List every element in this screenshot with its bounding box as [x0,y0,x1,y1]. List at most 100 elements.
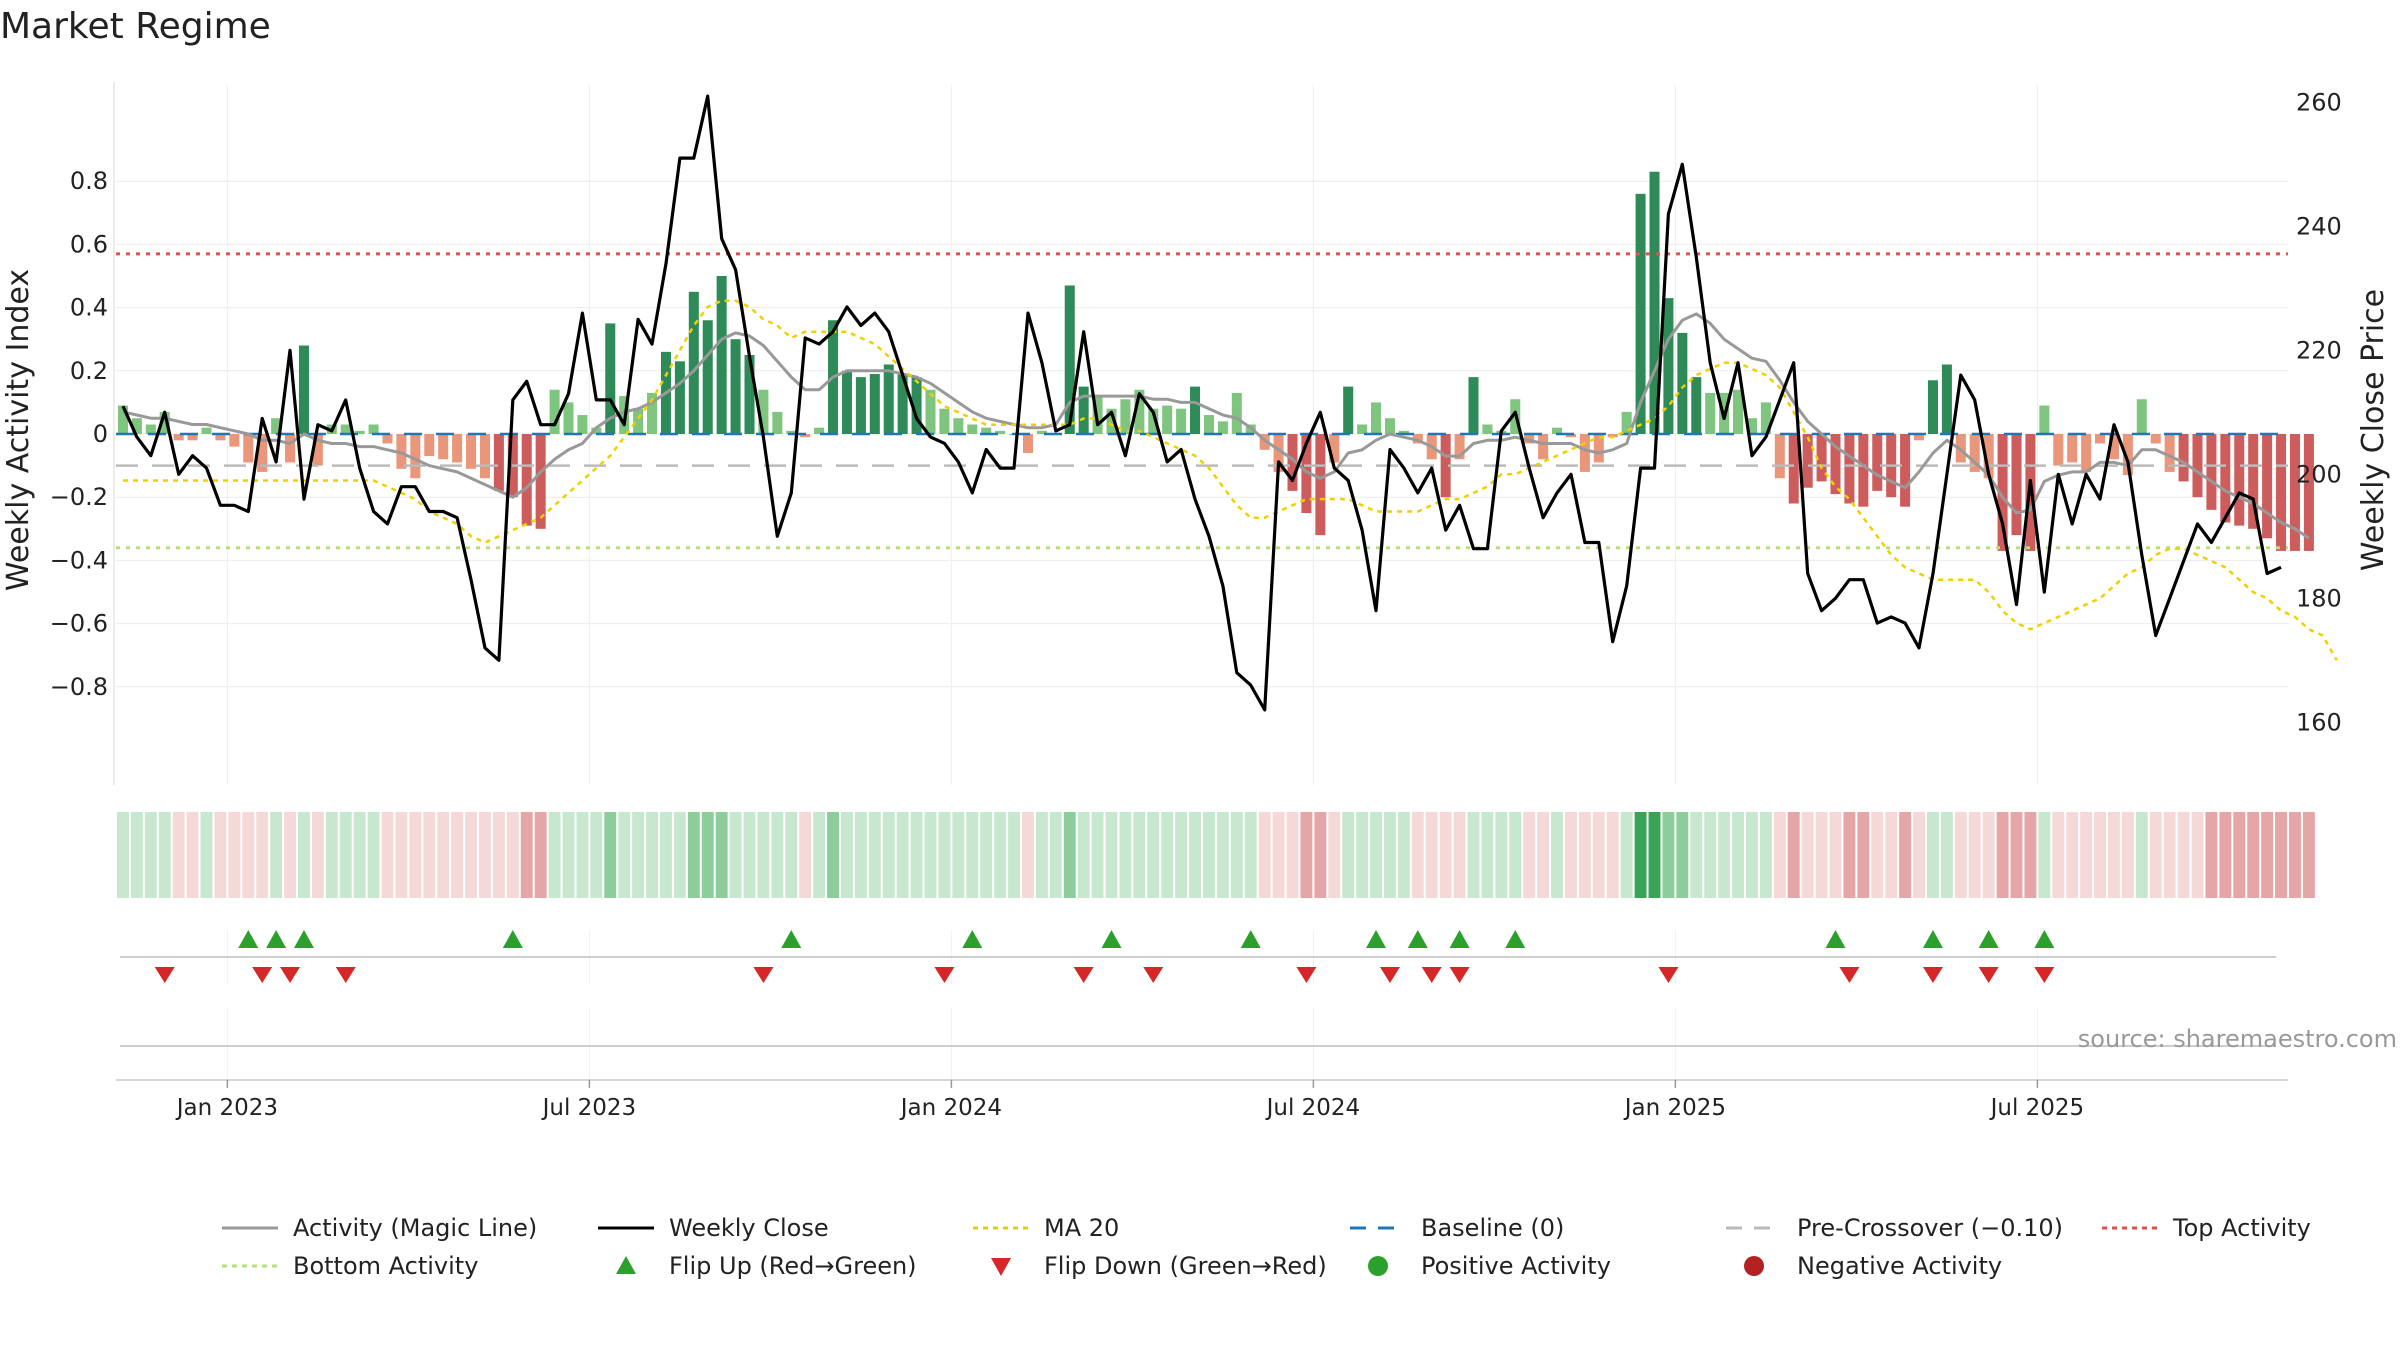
flip-down-marker [1922,967,1943,983]
heat-cell [1885,812,1898,898]
activity-bar [131,418,142,434]
legend-swatch [616,1256,636,1274]
activity-bar [410,434,421,479]
heat-cell [1300,812,1313,898]
heat-cell [882,812,895,898]
heat-cell [854,812,867,898]
heat-cell [1592,812,1605,898]
heat-cell [687,812,700,898]
activity-bar [1663,298,1674,434]
activity-bar [1078,386,1089,434]
activity-bar [1371,402,1382,434]
flip-up-marker [238,930,259,948]
legend-label: Positive Activity [1421,1252,1611,1280]
activity-bar [2234,434,2245,526]
activity-bar [1190,386,1201,434]
activity-bar [800,434,811,438]
heat-cell [242,812,255,898]
activity-bar [1677,332,1688,434]
flip-up-marker [1978,930,1999,948]
activity-bar [2262,434,2273,539]
x-tick-label: Jul 2023 [541,1095,637,1121]
legend-label: Activity (Magic Line) [293,1214,537,1242]
heat-cell [1843,812,1856,898]
heat-cell [1746,812,1758,898]
activity-bar [1538,434,1549,460]
activity-bar [1273,434,1284,472]
activity-bar [1691,377,1702,434]
heat-cell [785,812,798,898]
heat-cell [1648,812,1661,898]
flip-up-marker [1825,930,1846,948]
heat-cell [2261,812,2274,898]
y-axis-right-label: Weekly Close Price [2356,289,2391,571]
activity-bar [1384,418,1395,434]
heat-cell [2247,812,2260,898]
heat-cell [1996,812,2009,898]
activity-bar [2289,434,2300,551]
flip-up-marker [266,930,287,948]
flip-down-marker [1658,967,1679,983]
activity-bar [1900,434,1911,507]
heat-cell [1537,812,1550,898]
series-lines [116,94,2338,712]
heat-cell [1940,812,1953,898]
heat-cell [1216,812,1229,898]
activity-bar [1565,434,1576,438]
activity-bar [1287,434,1298,491]
activity-bar [1914,434,1925,441]
heat-cell [200,812,213,898]
heat-cell [1008,812,1020,898]
flip-up-marker [293,930,314,948]
legend-label: Baseline (0) [1421,1214,1564,1242]
activity-bar [1440,434,1451,498]
heat-cell [1453,812,1466,898]
heat-cell [1815,812,1828,898]
activity-bar [2136,399,2147,434]
flip-up-marker [1922,930,1943,948]
heat-cell [1871,812,1884,898]
activity-bar [2220,434,2231,523]
activity-bar [2108,434,2119,460]
heat-cell [451,812,464,898]
heat-cell [2205,812,2218,898]
x-tick-label: Jan 2024 [899,1095,1002,1121]
heat-cell [1147,812,1160,898]
heat-cell [1620,812,1633,898]
activity-bar [605,323,616,434]
activity-bar [1231,392,1242,434]
activity-bar [744,355,755,434]
activity-bar [2164,434,2175,472]
heat-cell [492,812,505,898]
heat-cell [2094,812,2106,898]
activity-bar [814,427,825,434]
activity-bar [1802,434,1813,488]
heat-cell [1954,812,1967,898]
heat-cell [910,812,923,898]
heat-cell [1732,812,1744,898]
heat-cell [534,812,547,898]
activity-bar [855,377,866,434]
heat-cell [701,812,714,898]
heat-cell [2135,812,2148,898]
activity-bar [1315,434,1326,536]
activity-bar [1148,408,1159,434]
activity-bar [577,415,588,434]
activity-bar [1774,434,1785,479]
y-axis-right: 260 240 220 200 180 160 [2296,88,2342,736]
flip-up-marker [2034,930,2055,948]
heat-cell [1314,812,1327,898]
weekly-close-line [121,94,2282,712]
activity-bar [1036,430,1047,434]
y-tick-left: 0.6 [70,230,108,258]
heat-cell [2066,812,2079,898]
heat-cell [1523,812,1536,898]
heat-cell [2038,812,2051,898]
y-tick-left: −0.6 [50,610,108,638]
heat-cell [2177,812,2190,898]
x-axis: Jan 2023 Jul 2023 Jan 2024 Jul 2024 Jan 2025… [116,1079,2288,1121]
activity-bar [2081,434,2092,472]
activity-bar [1830,434,1841,495]
y-tick-left: 0.4 [70,294,108,322]
